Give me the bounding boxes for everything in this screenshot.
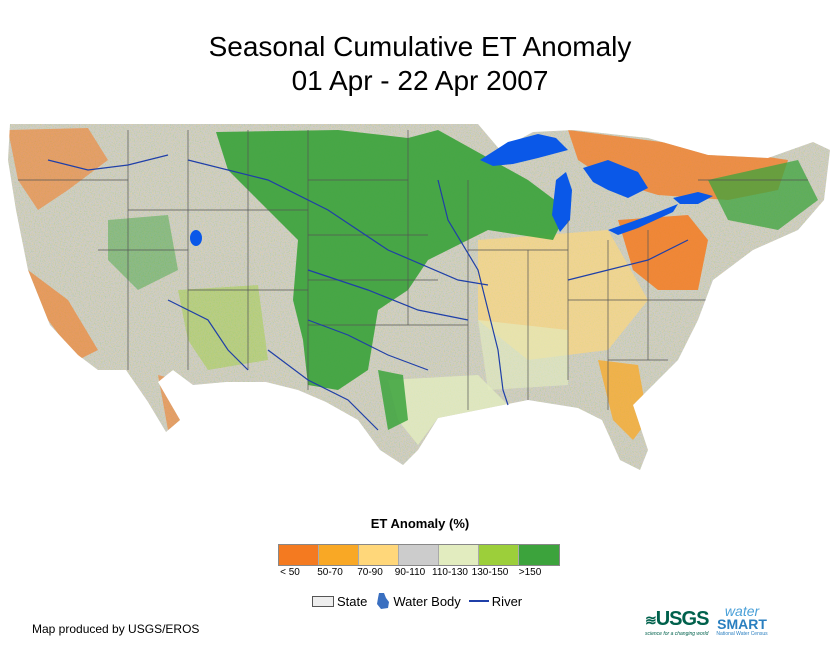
water-bodies <box>190 134 713 246</box>
class-lt50-area-california <box>28 270 98 360</box>
legend-swatch-gt150 <box>519 545 559 565</box>
map-date-range: 01 Apr - 22 Apr 2007 <box>291 65 549 96</box>
legend-swatch-lt50 <box>279 545 319 565</box>
legend-swatch-130-150 <box>479 545 519 565</box>
river-mississippi <box>437 179 509 406</box>
watersmart-logo-top: water <box>724 603 760 619</box>
river-ohio <box>567 239 689 281</box>
legend-label: 50-70 <box>317 567 343 578</box>
water-drop-icon <box>377 593 390 609</box>
lake-huron <box>583 160 648 198</box>
legend-label: < 50 <box>280 567 300 578</box>
river-missouri <box>187 159 489 286</box>
legend-swatches <box>278 544 560 566</box>
state-key-label: State <box>337 593 368 609</box>
legend-swatch-110-130 <box>439 545 479 565</box>
map-credit: Map produced by USGS/EROS <box>32 622 200 636</box>
lake-michigan <box>552 172 572 232</box>
usgs-tagline: science for a changing world <box>645 631 709 637</box>
state-boundaries <box>18 130 808 410</box>
usgs-logo: ≋USGS science for a changing world <box>645 608 709 637</box>
state-symbol-icon <box>312 595 334 607</box>
river-rio-grande <box>267 349 379 431</box>
great-salt-lake <box>190 230 202 246</box>
class-50-70-area-florida <box>598 360 648 440</box>
water-key: Water Body <box>375 592 461 610</box>
legend-labels: < 50 50-70 70-90 90-110 110-130 130-150 … <box>270 567 580 578</box>
usgs-logo-text: ≋USGS <box>645 608 709 630</box>
watersmart-logo-main: SMART <box>717 616 767 632</box>
river-line-icon <box>468 600 489 602</box>
map-title: Seasonal Cumulative ET Anomaly <box>208 31 632 62</box>
watersmart-tagline: National Water Census <box>716 631 768 637</box>
water-key-label: Water Body <box>393 593 461 609</box>
legend-swatch-50-70 <box>319 545 359 565</box>
symbol-legend: State Water Body River <box>312 592 530 610</box>
legend-title: ET Anomaly (%) <box>370 516 470 531</box>
class-130-150-area-southwest <box>178 285 268 370</box>
legend-label: 90-110 <box>394 567 426 578</box>
class-110-130-area-gulf <box>388 375 508 445</box>
class-110-130-area-delta <box>478 320 568 390</box>
et-anomaly-map <box>8 124 830 470</box>
legend-swatch-70-90 <box>359 545 399 565</box>
river-arkansas <box>307 269 469 321</box>
class-gt150-area-new-england <box>708 160 818 230</box>
class-lt50-area-pacific-nw <box>8 128 108 210</box>
river-red <box>307 319 429 371</box>
river-columbia <box>47 154 169 171</box>
logos: ≋USGS science for a changing world water… <box>645 603 768 637</box>
legend-swatch-90-110 <box>399 545 439 565</box>
legend-label: 110-130 <box>432 567 468 578</box>
watersmart-logo: water SMART National Water Census <box>716 603 768 637</box>
class-gt150-area-great-basin <box>108 215 178 290</box>
anomaly-raster <box>8 124 830 470</box>
state-key: State <box>312 594 367 609</box>
lake-erie <box>608 204 678 235</box>
legend-label: 130-150 <box>471 567 509 578</box>
legend-label: >150 <box>518 567 542 578</box>
river-key: River <box>468 593 523 609</box>
river-colorado <box>167 299 249 371</box>
class-gt150-area-great-plains <box>216 130 568 390</box>
legend-label: 70-90 <box>357 567 383 578</box>
rivers <box>47 154 689 431</box>
lake-superior <box>480 134 568 166</box>
lake-ontario <box>673 192 713 204</box>
river-key-label: River <box>491 593 523 609</box>
class-gt150-area-texas <box>378 370 408 430</box>
